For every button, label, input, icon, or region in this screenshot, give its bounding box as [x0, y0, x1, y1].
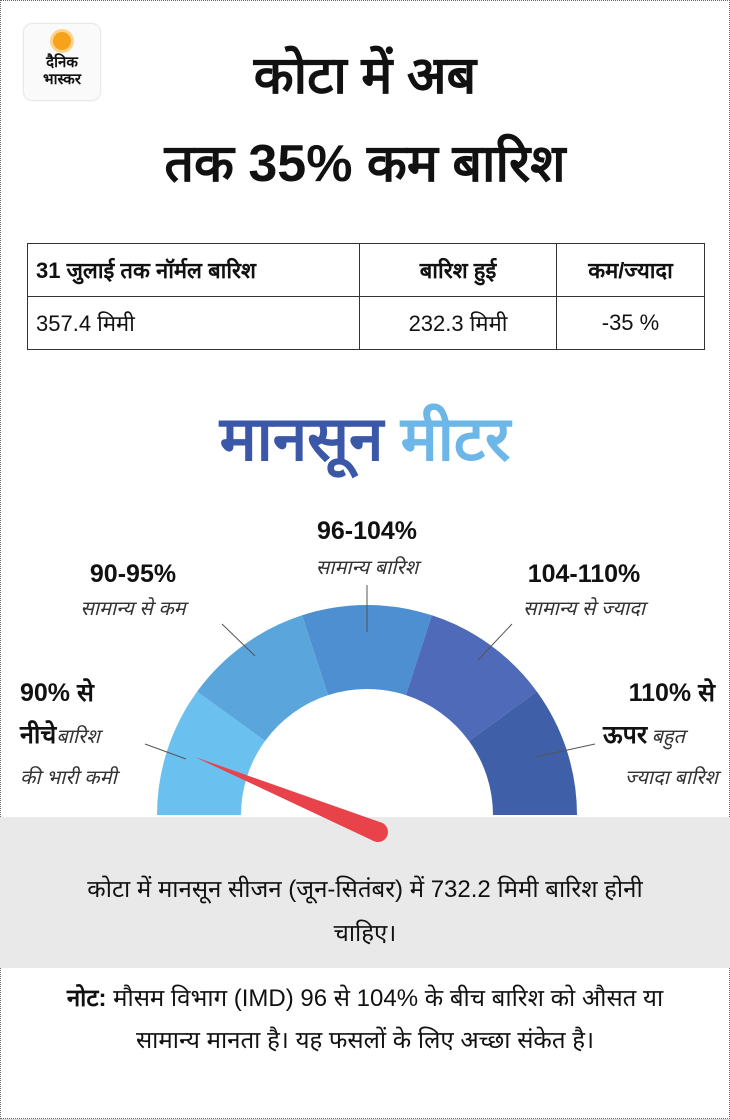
logo-text: भास्कर — [43, 71, 81, 88]
title: कोटा में अब — [253, 47, 477, 105]
segment-range: 110% से — [628, 679, 715, 707]
segment-range: 96-104% — [316, 517, 418, 545]
table-cell: -35 % — [556, 296, 705, 350]
segment-label: सामान्य से ज्यादा — [523, 598, 645, 620]
gauge-segment — [157, 691, 266, 815]
segment-range: 104-110% — [527, 560, 641, 588]
note-text: मौसम विभाग (IMD) 96 से 104% के बीच बारिश… — [113, 985, 664, 1054]
meter-title-word: मीटर — [400, 405, 511, 474]
segment-label: की भारी कमी — [20, 767, 117, 789]
segment-text: ऊपर बहुत — [603, 717, 685, 751]
segment-label: बारिश — [56, 726, 100, 748]
segment-range: 90-95% — [89, 560, 177, 588]
segment-range: 90% से — [20, 679, 94, 707]
notice: कोटा में मानसून सीजन (जून-सितंबर) में 73… — [87, 876, 643, 947]
segment-range: नीचे — [20, 721, 57, 749]
leader-line — [477, 623, 513, 661]
gauge-segment — [197, 615, 329, 741]
gauge-segment — [405, 615, 537, 741]
gauge-segment — [302, 605, 432, 696]
needle — [195, 757, 382, 842]
gauge-segment — [468, 691, 577, 815]
notice-box — [0, 817, 730, 968]
segment-label: ज्यादा बारिश — [624, 767, 718, 789]
table-header: 31 जुलाई तक नॉर्मल बारिश — [27, 243, 360, 297]
meter-title-word: मानसून — [219, 405, 384, 474]
segment-text: नीचेबारिश — [20, 717, 100, 751]
logo-sun — [53, 32, 71, 50]
needle-base — [368, 822, 388, 842]
segment-range: ऊपर — [603, 721, 648, 749]
leader-line — [221, 623, 256, 657]
note-label: नोट: — [66, 985, 107, 1012]
leader-line — [144, 743, 187, 760]
leader-line — [534, 743, 596, 758]
segment-label: बहुत — [651, 726, 685, 748]
segment-label: सामान्य बारिश — [315, 557, 419, 579]
table-header: कम/ज्यादा — [556, 243, 705, 297]
title: तक 35% कम बारिश — [164, 135, 566, 193]
meter-title: मानसून मीटर — [0, 395, 730, 479]
logo-text: दैनिक — [46, 54, 78, 71]
table-header: बारिश हुई — [359, 243, 557, 297]
rain-table: 31 जुलाई तक नॉर्मल बारिश बारिश हुई कम/ज्… — [27, 243, 705, 350]
note: नोट: मौसम विभाग (IMD) 96 से 104% के बीच … — [40, 978, 690, 1062]
logo: दैनिक भास्कर — [24, 24, 100, 100]
segment-label: सामान्य से कम — [80, 598, 186, 620]
table-cell: 232.3 मिमी — [359, 296, 557, 350]
